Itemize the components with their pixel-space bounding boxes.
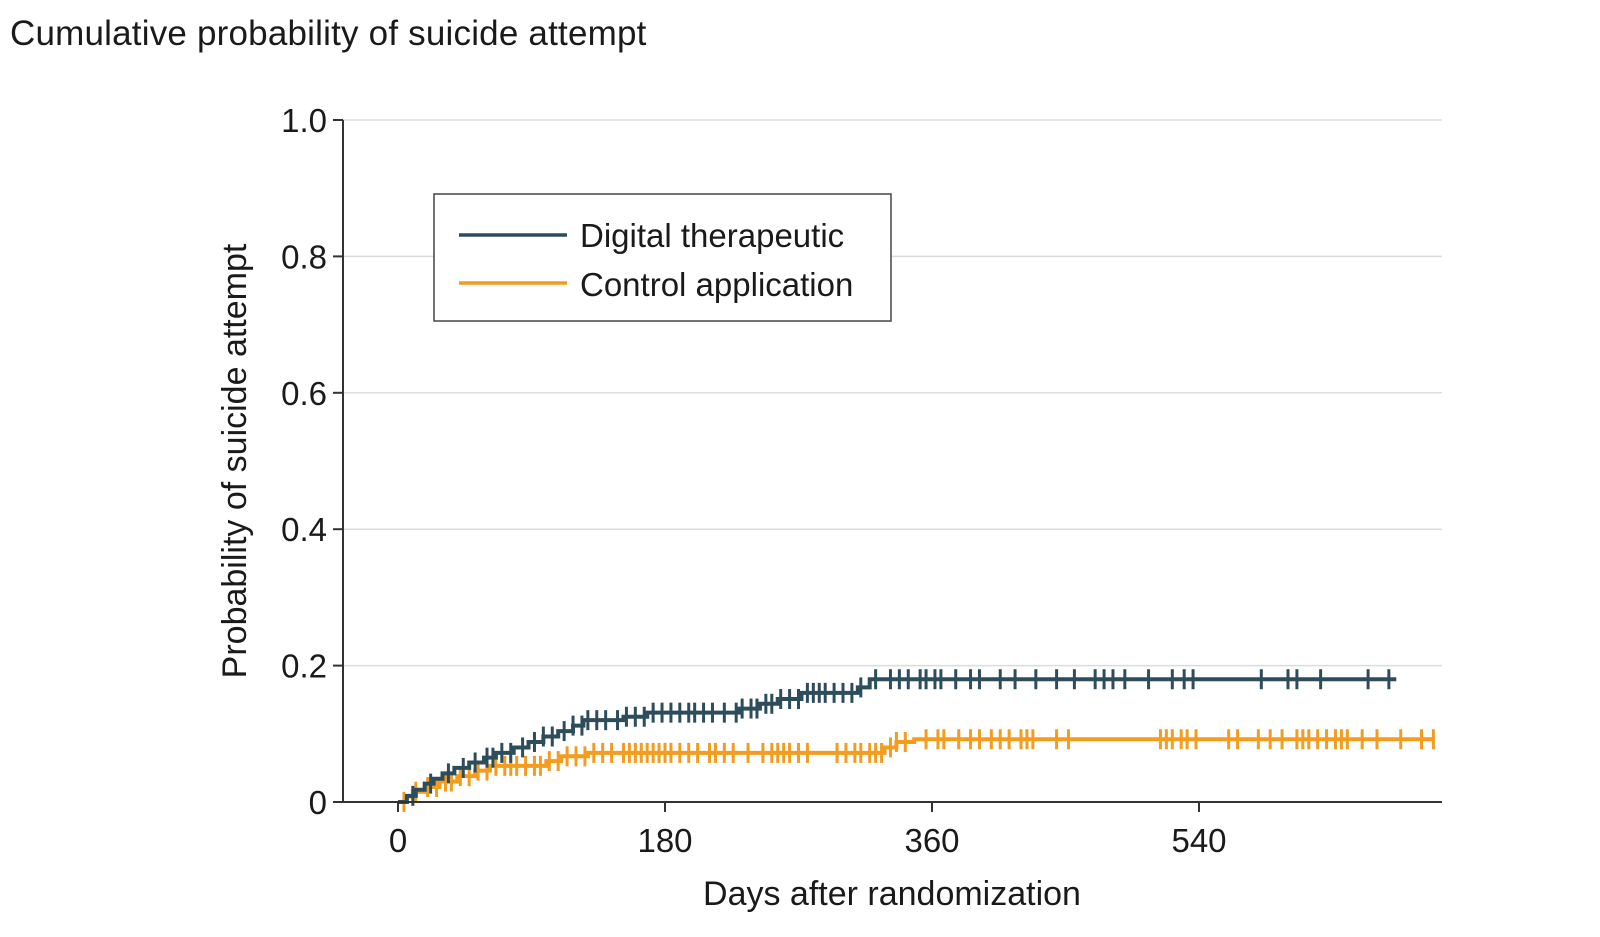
y-tick-label: 0.8 (281, 238, 327, 275)
series-control-application (398, 729, 1435, 812)
x-tick-label: 540 (1171, 822, 1226, 859)
x-tick-label: 180 (637, 822, 692, 859)
y-tick-label: 0.2 (281, 648, 327, 685)
legend-label-digital-therapeutic: Digital therapeutic (580, 217, 844, 254)
ticks: 0 0.2 0.4 0.6 0.8 1.0 0 180 360 540 (281, 102, 1226, 859)
x-tick-label: 360 (904, 822, 959, 859)
legend-box (433, 193, 892, 322)
series-digital-therapeutic (398, 669, 1397, 806)
y-tick-label: 0.4 (281, 511, 327, 548)
x-tick-label: 0 (389, 822, 407, 859)
km-curve-control-application (398, 737, 1434, 804)
y-tick-label: 0 (309, 784, 327, 821)
series-lines (398, 669, 1435, 812)
y-tick-label: 0.6 (281, 375, 327, 412)
y-axis-label: Probability of suicide attempt (216, 243, 254, 678)
x-axis-label: Days after randomization (703, 875, 1081, 913)
y-tick-label: 1.0 (281, 102, 327, 139)
axes (342, 120, 1442, 803)
legend: Digital therapeutic Control application (433, 193, 892, 322)
legend-label-control-application: Control application (580, 266, 853, 303)
figure-title: Cumulative probability of suicide attemp… (10, 14, 647, 53)
